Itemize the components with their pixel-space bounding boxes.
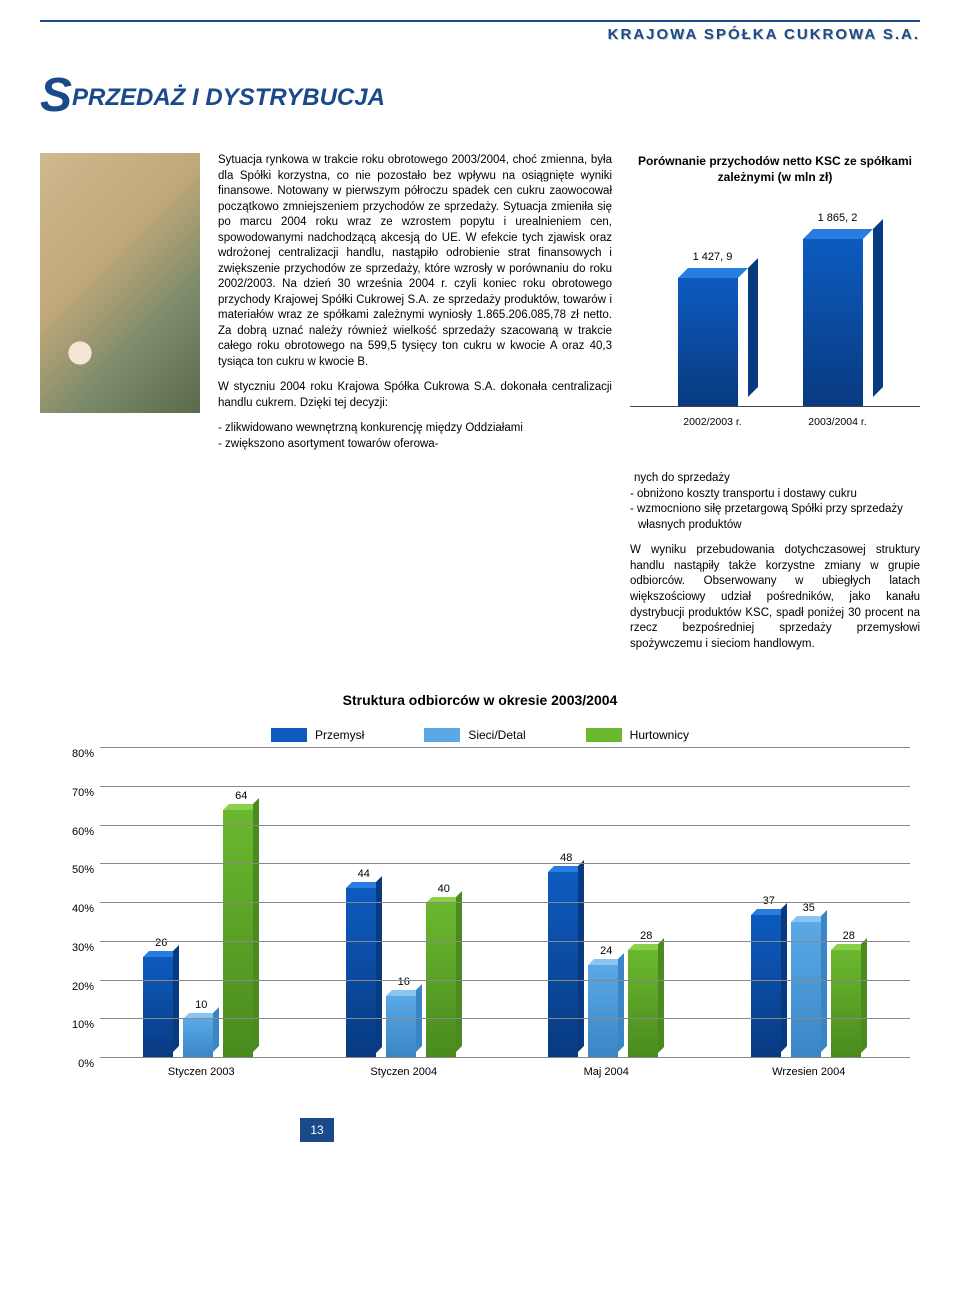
page-number: 13: [300, 1118, 334, 1142]
legend-item: Hurtownicy: [586, 728, 689, 742]
legend-swatch: [424, 728, 460, 742]
chart2-ylabel: 0%: [78, 1058, 94, 1070]
chart2-ylabel: 70%: [72, 787, 94, 799]
chart1: 1 427, 9 1 865, 2 2002/2003 r. 2003/2004 r…: [630, 197, 920, 457]
chart2-gridline: [100, 747, 910, 748]
chart2-bar: 64: [223, 810, 259, 1058]
chart2-gridline: [100, 941, 910, 942]
section-title: SPRZEDAŻ I DYSTRYBUCJA: [40, 68, 920, 123]
article-photo: [40, 153, 200, 413]
chart2-gridline: [100, 786, 910, 787]
right-bullet-intro: nych do sprzedaży: [630, 471, 920, 487]
chart1-bar-label: 1 865, 2: [803, 211, 873, 226]
chart2-bar-label: 28: [831, 930, 867, 942]
right-column: Porównanie przychodów netto KSC ze spółk…: [630, 153, 920, 662]
chart2-xlabel: Styczen 2004: [303, 1058, 506, 1088]
paragraph-2: W styczniu 2004 roku Krajowa Spółka Cukr…: [218, 380, 612, 411]
legend-label: Hurtownicy: [630, 728, 689, 742]
chart2-bar: 28: [831, 950, 867, 1059]
legend-label: Przemysł: [315, 728, 364, 742]
chart2-group: 373528: [708, 748, 911, 1058]
legend-swatch: [271, 728, 307, 742]
company-name: KRAJOWA SPÓŁKA CUKROWA S.A.: [40, 26, 920, 43]
chart2-ylabel: 50%: [72, 864, 94, 876]
chart2-bar: 28: [628, 950, 664, 1059]
chart2-title: Struktura odbiorców w okresie 2003/2004: [40, 692, 920, 708]
chart2-bar-label: 16: [386, 976, 422, 988]
chart2-gridline: [100, 902, 910, 903]
legend-item: Sieci/Detal: [424, 728, 525, 742]
chart1-bar-label: 1 427, 9: [678, 250, 748, 265]
chart2-bar-label: 24: [588, 945, 624, 957]
chart2-group: 48 24 28: [505, 748, 708, 1058]
chart2-bar-label: 35: [791, 902, 827, 914]
right-bullets: nych do sprzedaży - obniżono koszty tran…: [630, 471, 920, 533]
chart1-bar: 1 865, 2: [803, 239, 873, 407]
chart2-legend: Przemysł Sieci/Detal Hurtownicy: [40, 728, 920, 742]
chart2-ylabel: 10%: [72, 1019, 94, 1031]
right-bullet-1: - wzmocniono siłę przetargową Spółki prz…: [630, 502, 920, 533]
paragraph-1: Sytuacja rynkowa w trakcie roku obrotowe…: [218, 153, 612, 370]
chart2-bar-label: 40: [426, 883, 462, 895]
chart1-xlabel: 2002/2003 r.: [683, 415, 741, 429]
legend-swatch: [586, 728, 622, 742]
chart2-bar: 26: [143, 957, 179, 1058]
chart2-xlabel: Maj 2004: [505, 1058, 708, 1088]
body-text-left: Sytuacja rynkowa w trakcie roku obrotowe…: [218, 153, 612, 662]
legend-item: Przemysł: [271, 728, 364, 742]
paragraph-2-bullet-1: - zwiększono asortyment towarów oferowa-: [218, 437, 612, 453]
chart2-ylabel: 40%: [72, 903, 94, 915]
chart2-ylabel: 20%: [72, 981, 94, 993]
chart2-xlabel: Wrzesien 2004: [708, 1058, 911, 1088]
chart2-bar: 37: [751, 915, 787, 1058]
chart2-ylabel: 30%: [72, 942, 94, 954]
chart2-bar-label: 37: [751, 895, 787, 907]
paragraph-2-bullet-0: - zlikwidowano wewnętrzną konkurencję mi…: [218, 421, 612, 437]
chart2-xlabel: Styczen 2003: [100, 1058, 303, 1088]
section-title-rest: PRZEDAŻ I DYSTRYBUCJA: [72, 84, 385, 111]
chart2-gridline: [100, 1018, 910, 1019]
chart2-bar-label: 28: [628, 930, 664, 942]
chart2-gridline: [100, 863, 910, 864]
chart2-gridline: [100, 980, 910, 981]
chart2: 0%10%20%30%40%50%60%70%80% 2610644416404…: [60, 748, 910, 1088]
chart2-bar: 16: [386, 996, 422, 1058]
chart2-bar-label: 64: [223, 790, 259, 802]
chart2-bar: 48: [548, 872, 584, 1058]
legend-label: Sieci/Detal: [468, 728, 525, 742]
paragraph-3: W wyniku przebudowania dotychczasowej st…: [630, 543, 920, 652]
chart1-title: Porównanie przychodów netto KSC ze spółk…: [630, 153, 920, 185]
chart2-group: 261064: [100, 748, 303, 1058]
chart2-bar: 40: [426, 903, 462, 1058]
chart2-bar-label: 44: [346, 868, 382, 880]
chart1-xlabel: 2003/2004 r.: [808, 415, 866, 429]
chart2-gridline: [100, 825, 910, 826]
chart2-bar: 35: [791, 922, 827, 1058]
section-title-initial: S: [40, 69, 72, 122]
header-divider: [40, 20, 920, 22]
chart2-ylabel: 60%: [72, 826, 94, 838]
chart2-bar-label: 26: [143, 937, 179, 949]
chart2-bar: 10: [183, 1019, 219, 1058]
chart2-bar: 44: [346, 888, 382, 1059]
chart2-bar-label: 48: [548, 852, 584, 864]
right-bullet-0: - obniżono koszty transportu i dostawy c…: [630, 487, 920, 503]
chart2-group: 441640: [303, 748, 506, 1058]
chart1-bar: 1 427, 9: [678, 278, 748, 407]
chart2-ylabel: 80%: [72, 748, 94, 760]
chart2-bar-label: 10: [183, 999, 219, 1011]
